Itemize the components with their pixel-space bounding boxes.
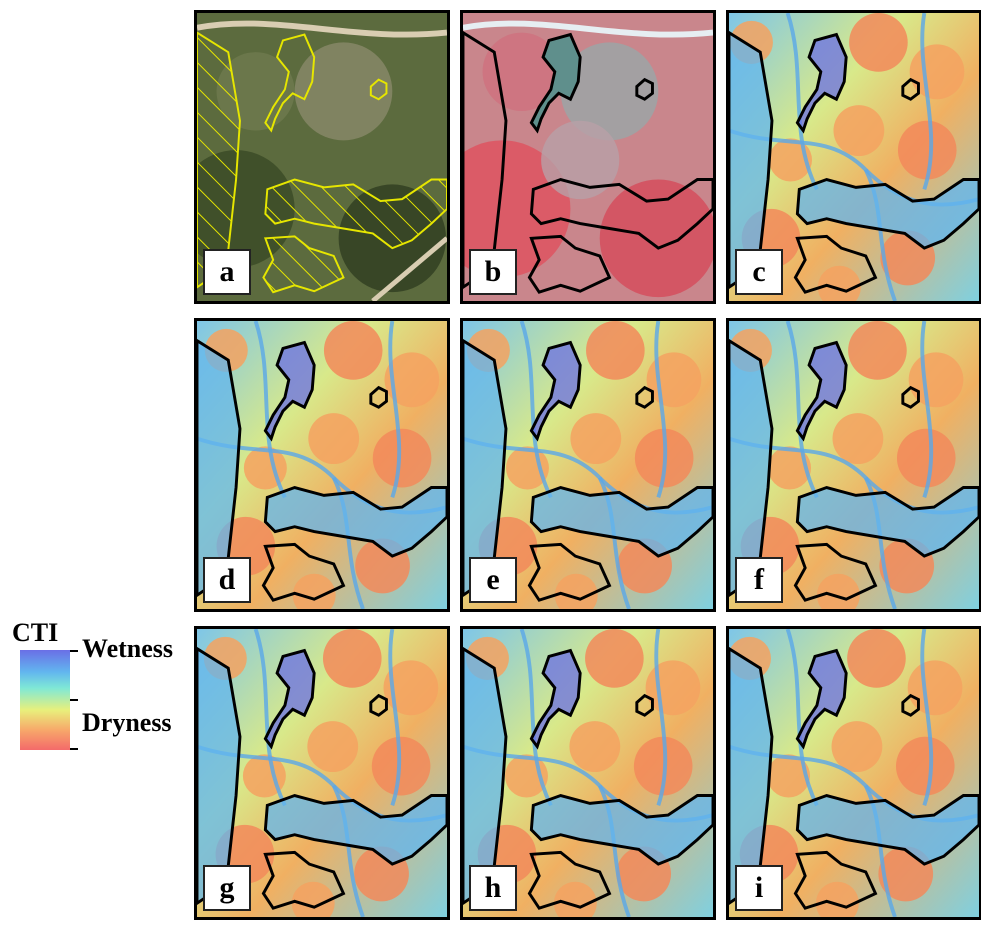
legend-title: CTI (12, 618, 59, 647)
map-image-e (463, 321, 713, 609)
wetland-outline-pond (795, 648, 848, 750)
legend-high-label: Wetness (82, 634, 173, 663)
wetland-outline-pond (263, 340, 316, 442)
wetland-outline-lower (527, 542, 612, 602)
wetland-outline-small (635, 385, 654, 409)
wetland-outline-big (795, 485, 979, 558)
panel-label-i: i (735, 865, 783, 911)
panel-label-e: e (469, 557, 517, 603)
map-panel-g: g (194, 626, 450, 920)
wetland-outline-lower (527, 234, 612, 294)
map-panel-i: i (726, 626, 981, 920)
wetland-outline-small (635, 77, 654, 101)
map-panel-e: e (460, 318, 716, 612)
wetland-outline-lower (527, 850, 612, 910)
map-panel-c: c (726, 10, 981, 304)
map-panel-h: h (460, 626, 716, 920)
legend-color-ramp (20, 650, 70, 750)
wetland-outline-big (529, 793, 713, 866)
wetland-outline-small (901, 385, 920, 409)
legend-tick-mid (70, 699, 78, 701)
map-panel-f: f (726, 318, 981, 612)
wetland-outline-lower (793, 234, 878, 294)
panel-label-b: b (469, 249, 517, 295)
wetland-outline-small (369, 693, 388, 717)
wetland-outline-left (463, 338, 508, 598)
wetland-outline-lower (793, 542, 878, 602)
wetland-outline-pond (529, 648, 582, 750)
wetland-outline-big (263, 485, 447, 558)
wetland-outline-big (795, 177, 979, 250)
wetland-outline-left (729, 30, 774, 290)
panel-label-d: d (203, 557, 251, 603)
panel-label-h: h (469, 865, 517, 911)
map-panel-d: d (194, 318, 450, 612)
wetland-outline-left (197, 646, 242, 906)
wetland-outline-lower (793, 850, 878, 910)
map-panel-a: a (194, 10, 450, 304)
panel-label-a: a (203, 249, 251, 295)
wetland-outline-pond (529, 32, 582, 134)
wetland-outline-left (729, 338, 774, 598)
wetland-outline-small (901, 77, 920, 101)
wetland-outline-big (529, 177, 713, 250)
wetland-outline-left (197, 338, 242, 598)
panel-label-c: c (735, 249, 783, 295)
wetland-outline-big (795, 793, 979, 866)
wetland-outline-pond (529, 340, 582, 442)
wetland-outline-small (635, 693, 654, 717)
wetland-outline-left (463, 30, 508, 290)
cti-legend: CTI Wetness Dryness (8, 618, 198, 750)
wetland-outline-lower (261, 850, 346, 910)
legend-tick-high (70, 650, 78, 652)
wetland-outline-left (463, 646, 508, 906)
wetland-outline-pond (263, 648, 316, 750)
wetland-outline-pond (795, 32, 848, 134)
legend-tick-low (70, 748, 78, 750)
map-image-c (729, 13, 979, 301)
wetland-outline-pond (795, 340, 848, 442)
wetland-outline-big (529, 485, 713, 558)
wetland-outline-left (729, 646, 774, 906)
legend-low-label: Dryness (82, 708, 172, 737)
wetland-outline-big (263, 793, 447, 866)
wetland-outline-lower (261, 542, 346, 602)
panel-label-g: g (203, 865, 251, 911)
panel-label-f: f (735, 557, 783, 603)
wetland-outline-small (901, 693, 920, 717)
wetland-outline-small (369, 385, 388, 409)
map-panel-b: b (460, 10, 716, 304)
map-image-b (463, 13, 713, 301)
